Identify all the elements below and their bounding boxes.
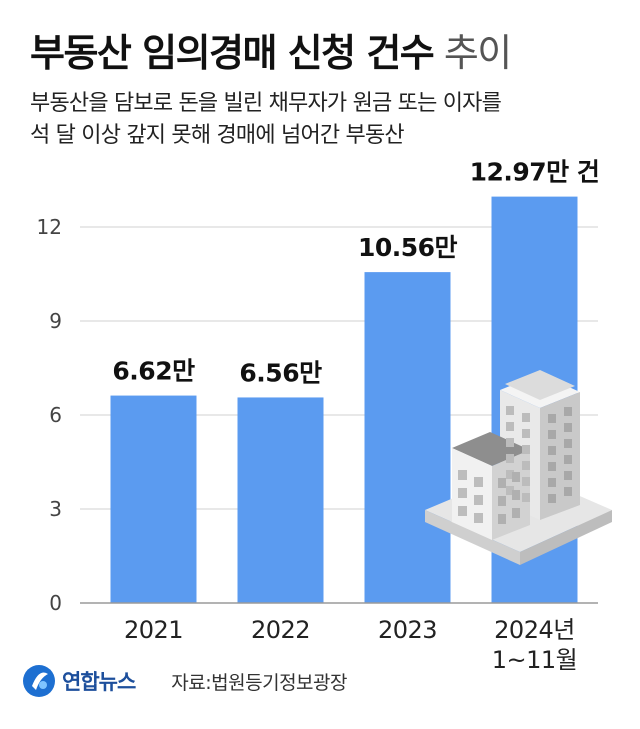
logo-text: 연합뉴스: [62, 670, 136, 694]
chart-subtitle: 부동산을 담보로 돈을 빌린 채무자가 원금 또는 이자를 석 달 이상 갚지 …: [30, 88, 620, 152]
x-tick-label: 2023: [378, 616, 437, 644]
title-main: 부동산 임의경매 신청 건수: [30, 31, 435, 75]
subtitle-line-1: 부동산을 담보로 돈을 빌린 채무자가 원금 또는 이자를: [30, 91, 502, 116]
x-tick-label: 2021: [124, 616, 183, 644]
bar: [110, 395, 197, 603]
y-tick-label: 12: [37, 215, 62, 239]
x-tick-label: 1~11월: [492, 646, 578, 674]
data-labels: 6.62만 6.56만 10.56만 12.97만 건: [112, 158, 599, 388]
bar: [237, 397, 324, 603]
y-tick-label: 9: [49, 309, 62, 333]
source-text: 자료:법원등기정보광장: [171, 671, 347, 694]
bar: [364, 272, 451, 603]
data-label: 6.62만: [112, 357, 195, 386]
y-tick-label: 6: [49, 403, 62, 427]
x-tick-label: 2022: [251, 616, 310, 644]
title-suffix: 추이: [433, 31, 512, 75]
yonhap-logo-icon: [23, 665, 55, 697]
footer: 연합뉴스 자료:법원등기정보광장: [22, 664, 347, 698]
data-label: 10.56만: [358, 233, 458, 262]
x-tick-label: 2024년: [494, 616, 575, 644]
y-tick-label: 0: [49, 591, 62, 615]
subtitle-line-2: 석 달 이상 갚지 못해 경매에 넘어간 부동산: [30, 123, 405, 148]
building-illustration: [425, 370, 612, 565]
chart-title: 부동산 임의경매 신청 건수 추이: [30, 22, 512, 77]
y-tick-label: 3: [49, 497, 62, 521]
data-label: 6.56만: [239, 358, 322, 387]
data-label: 12.97만 건: [470, 158, 600, 187]
